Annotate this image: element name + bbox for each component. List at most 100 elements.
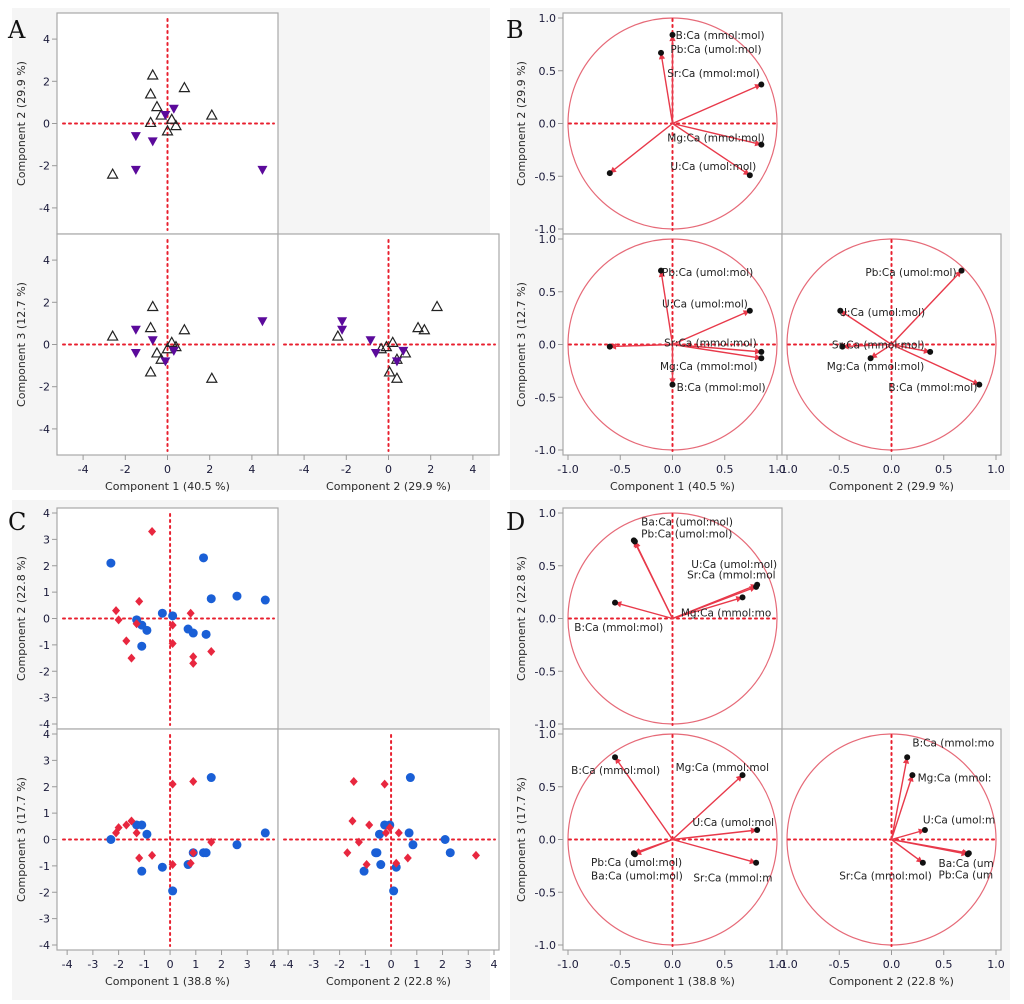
loading-endpoint (631, 851, 638, 858)
point-blue-circle (445, 848, 455, 858)
x-tick-label: -1 (139, 958, 150, 971)
x-tick-label: -2 (113, 958, 124, 971)
point-open-triangle (375, 342, 388, 354)
loading-endpoint (658, 49, 665, 56)
x-tick-label: -3 (308, 958, 319, 971)
x-tick-label: 0 (167, 958, 174, 971)
y-tick-label: 0.0 (539, 613, 557, 626)
loading-arrowhead (609, 343, 617, 350)
point-blue-circle (142, 829, 152, 839)
point-blue-circle (260, 828, 270, 838)
y-tick-label: 0 (43, 118, 50, 131)
y-tick-label: 4 (43, 254, 50, 267)
point-red-diamond (114, 823, 123, 833)
y-tick-label: 0 (43, 834, 50, 847)
x-tick-label: -4 (62, 958, 73, 971)
loading-vector (672, 122, 751, 176)
point-filled-triangle (365, 336, 376, 346)
point-blue-circle (157, 608, 167, 618)
loading-arrowhead (842, 343, 849, 350)
point-red-diamond (394, 828, 403, 838)
loading-endpoint (921, 827, 928, 834)
loading-label: Pb:Ca (umol:mol) (662, 267, 753, 279)
loading-vector (672, 596, 743, 620)
loading-endpoint (754, 827, 761, 834)
point-filled-triangle (130, 165, 141, 175)
x-tick-label: 1.0 (768, 463, 786, 476)
point-red-diamond (207, 646, 216, 656)
point-open-triangle (165, 336, 178, 347)
loading-arrowhead (754, 354, 762, 361)
loading-endpoint (758, 348, 765, 355)
point-open-triangle (106, 329, 119, 341)
panel-label: B (506, 16, 524, 44)
y-tick-label: 1.0 (539, 507, 557, 520)
point-filled-triangle (337, 325, 348, 335)
loading-vector (839, 310, 892, 346)
loading-label: U:Ca (umol:mol (692, 817, 774, 829)
y-tick-label: 3 (43, 533, 50, 546)
cell-c1-vs-c3: -4 -3 -2 -1 0 1 2 3 4 Component 3 (17.7 %) -4 -3 -2 -… (15, 728, 279, 988)
point-filled-triangle (168, 346, 179, 356)
point-open-triangle (418, 323, 431, 335)
loading-label: U:Ca (umol:mol) (670, 161, 756, 173)
point-open-triangle (161, 124, 174, 136)
y-tick-label: 0 (43, 339, 50, 352)
loading-vector (672, 343, 762, 353)
loading-vector (890, 270, 963, 345)
point-blue-circle (201, 629, 211, 639)
y-tick-label: 0.0 (539, 339, 557, 352)
loading-endpoint (612, 599, 619, 606)
y-tick-label: 2 (43, 75, 50, 88)
point-open-triangle (150, 100, 163, 112)
y-tick-label: 2 (43, 560, 50, 573)
point-red-diamond (186, 608, 195, 618)
loading-endpoint (958, 267, 965, 274)
loading-label: Mg:Ca (mmol:mol) (667, 132, 764, 144)
y-tick-label: -1.0 (535, 939, 556, 952)
point-open-triangle (412, 321, 425, 333)
point-red-diamond (168, 860, 177, 870)
y-tick-label: -4 (39, 423, 50, 436)
loading-endpoint (964, 851, 971, 858)
x-tick-label: -2 (334, 958, 345, 971)
loading-label: Mg:Ca (mmol:mol (676, 762, 769, 774)
loading-endpoint (606, 170, 613, 177)
y-tick-label: 0.0 (539, 118, 557, 131)
point-red-diamond (343, 848, 352, 858)
y-tick-label: -1 (39, 860, 50, 873)
point-red-diamond (135, 853, 144, 863)
x-tick-label: -2 (341, 463, 352, 476)
loading-label: B:Ca (mmol:mo (912, 738, 994, 750)
y-axis-title: Component 3 (12.7 %) (15, 282, 28, 407)
x-tick-label: 2 (206, 463, 213, 476)
y-axis-title: Component 2 (29.9 %) (515, 61, 528, 186)
cell-c1-vs-c2: -1.0 -0.5 0.0 0.5 1.0 Component 2 (22.8 %) Ba:… (515, 507, 783, 731)
point-blue-circle (389, 886, 399, 896)
point-filled-triangle (147, 336, 158, 346)
point-blue-circle (199, 553, 209, 563)
x-tick-label: 2 (427, 463, 434, 476)
loading-label: Pb:Ca (um (939, 870, 994, 882)
x-tick-label: 1 (192, 958, 199, 971)
point-filled-triangle (398, 346, 409, 356)
x-tick-label: 3 (244, 958, 251, 971)
y-tick-label: -2 (39, 160, 50, 173)
loading-endpoint (739, 772, 746, 779)
cell-c1-vs-c2: -4 -2 0 2 4 Component 2 (29.9 %) (15, 12, 279, 235)
loading-endpoint (919, 859, 926, 866)
loading-label: Sr:Ca (mmol:m (693, 873, 772, 885)
panel-label: A (7, 16, 26, 44)
point-blue-circle (137, 820, 147, 830)
point-red-diamond (148, 526, 157, 536)
x-tick-label: -4 (299, 463, 310, 476)
y-tick-label: 4 (43, 728, 50, 741)
x-tick-label: 1.0 (987, 958, 1005, 971)
point-blue-circle (157, 862, 167, 872)
point-open-triangle (144, 321, 157, 333)
loading-vector (890, 757, 908, 840)
cell-c2-vs-c3: -4 -3 -2 -1 0 1 2 3 4 Component 2 (22.8 %) (277, 728, 500, 988)
point-red-diamond (148, 850, 157, 860)
loading-label: Mg:Ca (mmol: (918, 772, 992, 784)
